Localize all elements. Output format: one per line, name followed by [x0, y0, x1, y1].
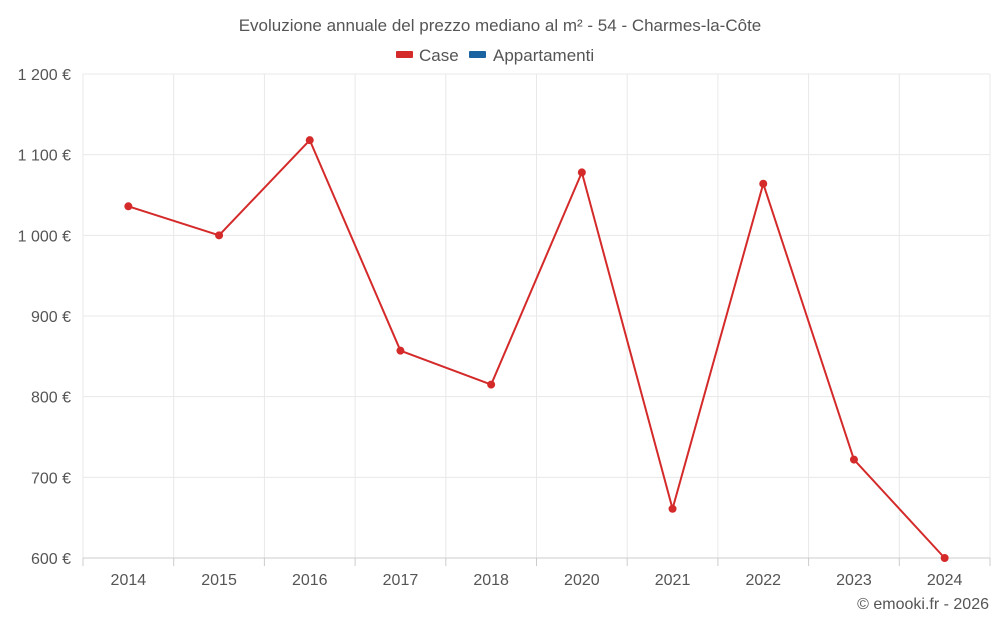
data-point[interactable] — [305, 136, 314, 145]
x-tick-label: 2015 — [201, 572, 237, 589]
legend-label-case[interactable]: Case — [419, 46, 459, 65]
data-point[interactable] — [577, 168, 586, 177]
legend-swatch-appartamenti[interactable] — [469, 51, 486, 58]
y-axis-ticks: 600 € 700 € 800 € 900 € 1 000 € 1 100 € 1 200 … — [18, 67, 71, 568]
legend-label-appartamenti[interactable]: Appartamenti — [493, 46, 594, 65]
series-line-case — [128, 139, 946, 559]
chart-title: Evoluzione annuale del prezzo mediano al… — [239, 16, 762, 35]
x-tick-label: 2020 — [564, 572, 600, 589]
x-tick-label: 2016 — [292, 572, 328, 589]
y-tick-label: 700 € — [31, 470, 71, 487]
x-tick-label: 2021 — [655, 572, 691, 589]
x-tick-label: 2018 — [473, 572, 509, 589]
data-point[interactable] — [396, 346, 405, 355]
legend-swatch-case[interactable] — [396, 51, 413, 58]
data-point[interactable] — [849, 455, 858, 464]
data-point[interactable] — [215, 231, 224, 240]
series-group — [124, 136, 949, 562]
credit-text: © emooki.fr - 2026 — [857, 596, 989, 613]
y-tick-label: 1 100 € — [18, 148, 71, 165]
y-tick-label: 800 € — [31, 390, 71, 407]
y-tick-label: 1 000 € — [18, 228, 71, 245]
legend: Case Appartamenti — [396, 46, 594, 65]
x-tick-label: 2024 — [927, 572, 963, 589]
x-tick-label: 2023 — [836, 572, 872, 589]
x-tick-label: 2017 — [383, 572, 419, 589]
data-point[interactable] — [487, 380, 496, 389]
data-point[interactable] — [759, 179, 768, 188]
x-tick-label: 2022 — [745, 572, 781, 589]
y-tick-label: 1 200 € — [18, 67, 71, 84]
data-point[interactable] — [124, 202, 133, 211]
data-point[interactable] — [940, 554, 949, 562]
data-point[interactable] — [668, 504, 677, 513]
x-axis-ticks: 2014 2015 2016 2017 2018 2020 2021 2022 2023 2024 — [82, 558, 991, 589]
y-gridlines — [83, 73, 990, 478]
y-tick-label: 900 € — [31, 309, 71, 326]
y-tick-label: 600 € — [31, 551, 71, 568]
x-tick-label: 2014 — [111, 572, 147, 589]
